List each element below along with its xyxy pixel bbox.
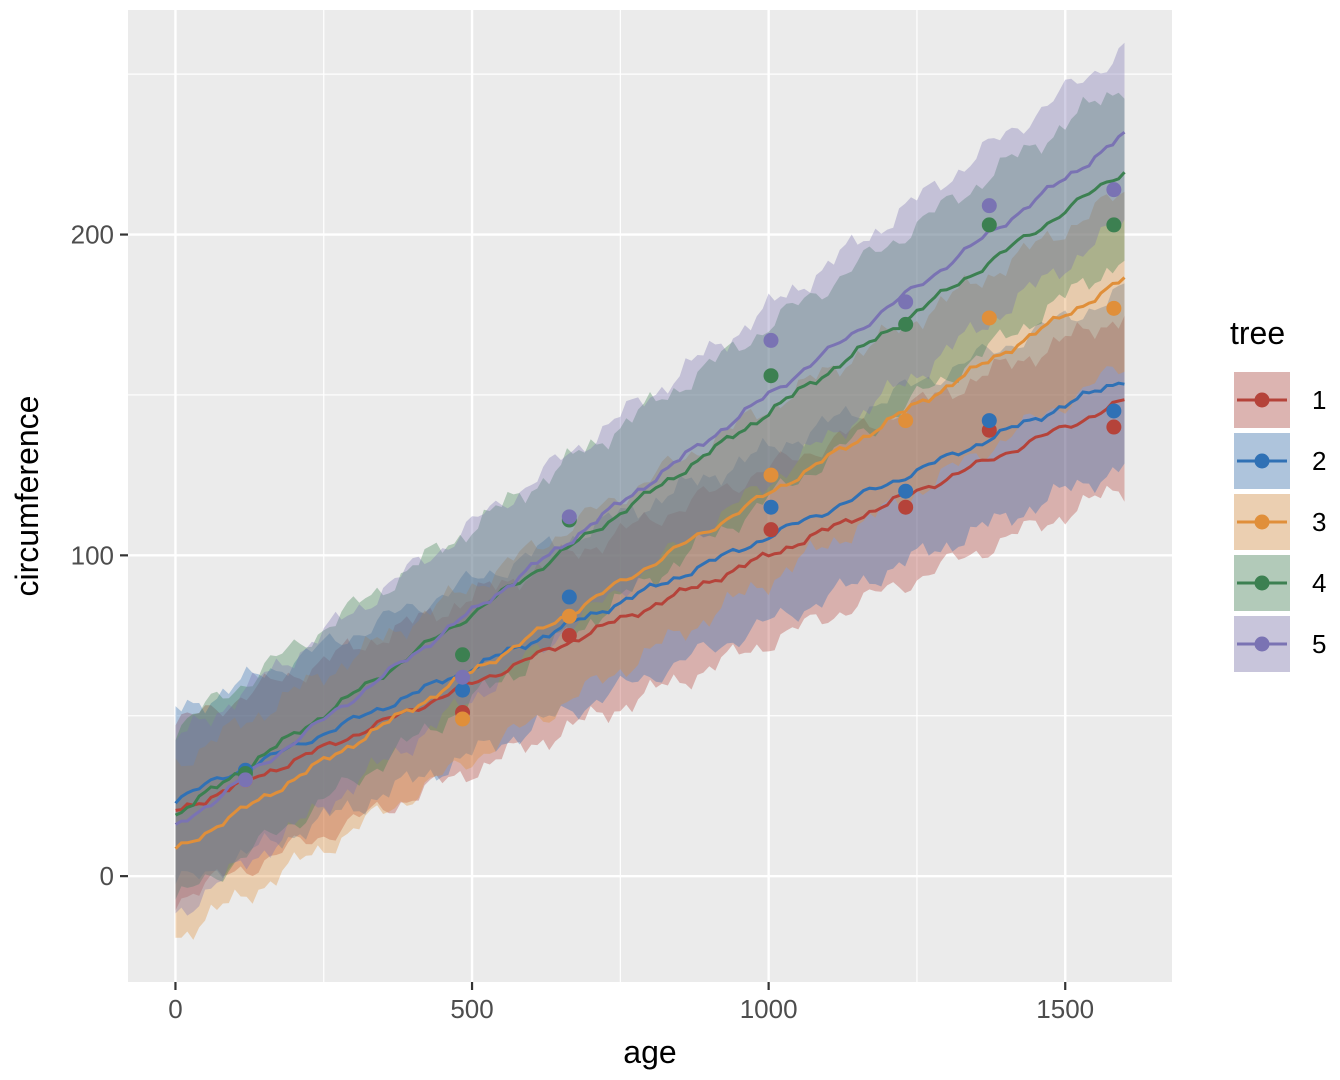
point-tree-4 — [763, 368, 779, 384]
point-tree-2 — [561, 589, 577, 605]
point-tree-2 — [1106, 403, 1122, 419]
band-tree-1 — [175, 315, 1125, 911]
legend-label-tree-3: 3 — [1312, 507, 1326, 537]
point-tree-5 — [1106, 182, 1122, 198]
y-tick-label: 200 — [71, 220, 114, 250]
fit-line-tree-5 — [174, 131, 1126, 826]
point-tree-3 — [898, 413, 914, 429]
point-tree-2 — [981, 413, 997, 429]
legend-title: tree — [1230, 315, 1285, 351]
legend-key-point-tree-2 — [1254, 453, 1270, 469]
point-tree-3 — [1106, 300, 1122, 316]
point-tree-5 — [898, 294, 914, 310]
point-tree-3 — [763, 467, 779, 483]
legend-key-point-tree-1 — [1254, 392, 1270, 408]
fit-line-tree-2 — [174, 381, 1125, 805]
legend-key-point-tree-3 — [1254, 514, 1270, 530]
point-tree-1 — [561, 628, 577, 644]
point-tree-4 — [1106, 217, 1122, 233]
legend-key-point-tree-5 — [1254, 636, 1270, 652]
point-tree-1 — [763, 522, 779, 538]
point-tree-4 — [898, 316, 914, 332]
major-gridlines — [128, 10, 1172, 982]
y-tick-label: 0 — [100, 861, 114, 891]
y-tick-label: 100 — [71, 540, 114, 570]
x-tick-label: 500 — [450, 994, 493, 1024]
point-tree-3 — [455, 711, 471, 727]
point-tree-3 — [981, 310, 997, 326]
point-tree-4 — [981, 217, 997, 233]
legend-label-tree-1: 1 — [1312, 385, 1326, 415]
band-tree-4 — [175, 92, 1125, 900]
point-tree-1 — [898, 499, 914, 515]
x-tick-label: 1000 — [740, 994, 798, 1024]
point-tree-2 — [763, 499, 779, 515]
point-tree-2 — [898, 483, 914, 499]
x-axis-title: age — [623, 1034, 676, 1070]
x-tick-label: 0 — [168, 994, 182, 1024]
legend-label-tree-5: 5 — [1312, 629, 1326, 659]
plot-panel — [128, 10, 1172, 982]
fit-line-tree-1 — [175, 398, 1125, 812]
band-tree-5 — [175, 42, 1125, 916]
x-tick-label: 1500 — [1036, 994, 1094, 1024]
legend: tree 1 2 3 4 5 — [1230, 315, 1326, 672]
point-tree-4 — [455, 647, 471, 663]
point-tree-1 — [1106, 419, 1122, 435]
legend-label-tree-2: 2 — [1312, 446, 1326, 476]
point-tree-5 — [237, 772, 253, 788]
minor-gridlines — [128, 10, 1172, 982]
x-axis: 0 500 1000 1500 — [168, 982, 1094, 1024]
point-tree-5 — [561, 509, 577, 525]
legend-key-point-tree-4 — [1254, 575, 1270, 591]
point-tree-3 — [561, 608, 577, 624]
point-tree-5 — [763, 332, 779, 348]
legend-label-tree-4: 4 — [1312, 568, 1326, 598]
data-points — [237, 182, 1122, 788]
point-tree-2 — [455, 682, 471, 698]
y-axis: 0 100 200 — [71, 220, 128, 891]
fit-line-tree-3 — [174, 276, 1126, 850]
point-tree-5 — [455, 669, 471, 685]
fit-lines — [174, 131, 1126, 850]
fit-line-tree-4 — [174, 171, 1126, 817]
y-axis-title: circumference — [9, 396, 45, 597]
point-tree-5 — [981, 198, 997, 214]
